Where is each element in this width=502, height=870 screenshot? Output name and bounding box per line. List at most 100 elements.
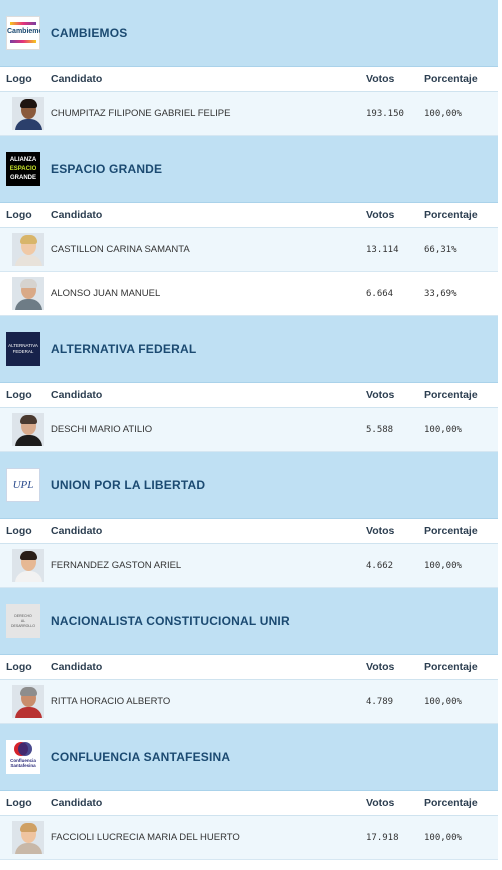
party-section: Cambiemos CAMBIEMOS Logo Candidato Votos Porc…	[0, 0, 498, 136]
candidate-photo-hair	[20, 415, 37, 424]
party-name: ALTERNATIVA FEDERAL	[51, 342, 197, 356]
column-header-logo: Logo	[6, 661, 32, 673]
party-name: CAMBIEMOS	[51, 26, 128, 40]
candidate-photo	[12, 233, 44, 266]
party-header: ALTERNATIVA FEDERAL ALTERNATIVA FEDERAL	[0, 316, 498, 383]
column-header-porcentaje: Porcentaje	[424, 209, 478, 221]
candidate-photo	[12, 413, 44, 446]
candidate-row: DESCHI MARIO ATILIO 5.588 100,00%	[0, 408, 498, 452]
column-header-porcentaje: Porcentaje	[424, 73, 478, 85]
candidate-name: CHUMPITAZ FILIPONE GABRIEL FELIPE	[51, 108, 231, 119]
column-header-candidato: Candidato	[51, 389, 103, 401]
candidate-votes: 4.789	[366, 696, 394, 707]
upl-logo-text: UPL	[12, 479, 34, 491]
column-header-votos: Votos	[366, 797, 395, 809]
candidate-photo	[12, 685, 44, 718]
candidate-votes: 13.114	[366, 244, 399, 255]
espacio-grande-logo-icon: ALIANZA ESPACIO GRANDE	[6, 152, 40, 186]
candidate-photo-body	[15, 843, 42, 854]
party-header: Confluencia Santafesina CONFLUENCIA SANTAF…	[0, 724, 498, 791]
column-headers: Logo Candidato Votos Porcentaje	[0, 791, 498, 816]
party-header: UPL UNION POR LA LIBERTAD	[0, 452, 498, 519]
candidate-name: RITTA HORACIO ALBERTO	[51, 696, 171, 707]
column-header-votos: Votos	[366, 389, 395, 401]
column-header-votos: Votos	[366, 525, 395, 537]
candidate-name: DESCHI MARIO ATILIO	[51, 424, 153, 435]
candidate-photo-cell	[0, 549, 44, 582]
party-header: ALIANZA ESPACIO GRANDE ESPACIO GRANDE	[0, 136, 498, 203]
party-section: ALTERNATIVA FEDERAL ALTERNATIVA FEDERAL Log…	[0, 316, 498, 452]
candidate-votes: 6.664	[366, 288, 394, 299]
candidate-photo-cell	[0, 277, 44, 310]
candidate-name: CASTILLON CARINA SAMANTA	[51, 244, 190, 255]
column-headers: Logo Candidato Votos Porcentaje	[0, 655, 498, 680]
candidate-photo-hair	[20, 551, 37, 560]
party-name: CONFLUENCIA SANTAFESINA	[51, 750, 231, 764]
party-name: UNION POR LA LIBERTAD	[51, 478, 206, 492]
candidate-percentage: 100,00%	[424, 560, 462, 571]
column-headers: Logo Candidato Votos Porcentaje	[0, 519, 498, 544]
candidate-percentage: 100,00%	[424, 424, 462, 435]
candidate-photo-hair	[20, 99, 37, 108]
candidate-name: FACCIOLI LUCRECIA MARIA DEL HUERTO	[51, 832, 240, 843]
party-section: DERECHO AL DESARROLLO NACIONALISTA CONSTITU…	[0, 588, 498, 724]
alternativa-federal-logo-icon: ALTERNATIVA FEDERAL	[6, 332, 40, 366]
candidate-photo-hair	[20, 823, 37, 832]
confluencia-mark: Confluencia Santafesina	[6, 740, 40, 774]
cambiemos-logo-icon: Cambiemos	[6, 16, 40, 50]
unir-logo-icon: DERECHO AL DESARROLLO	[6, 604, 40, 638]
candidate-photo-hair	[20, 279, 37, 288]
candidate-photo-cell	[0, 821, 44, 854]
espacio-grande-line: ALIANZA	[9, 156, 37, 163]
cambiemos-mark: Cambiemos	[6, 16, 40, 50]
column-header-logo: Logo	[6, 209, 32, 221]
candidate-photo-body	[15, 571, 42, 582]
unir-line: DERECHO	[14, 613, 32, 618]
party-section: Confluencia Santafesina CONFLUENCIA SANTAF…	[0, 724, 498, 860]
confluencia-symbol-icon	[14, 742, 32, 756]
candidate-percentage: 100,00%	[424, 108, 462, 119]
column-header-porcentaje: Porcentaje	[424, 661, 478, 673]
column-headers: Logo Candidato Votos Porcentaje	[0, 67, 498, 92]
alternativa-federal-lines: ALTERNATIVA FEDERAL	[8, 343, 38, 355]
espacio-grande-line: GRANDE	[9, 174, 36, 181]
alternativa-federal-line: ALTERNATIVA	[8, 343, 38, 348]
party-header: Cambiemos CAMBIEMOS	[0, 0, 498, 67]
candidate-photo-cell	[0, 97, 44, 130]
party-section: ALIANZA ESPACIO GRANDE ESPACIO GRANDE Logo Ca…	[0, 136, 498, 316]
column-header-votos: Votos	[366, 73, 395, 85]
upl-logo-icon: UPL	[6, 468, 40, 502]
column-header-logo: Logo	[6, 525, 32, 537]
candidate-photo-body	[15, 435, 42, 446]
espacio-grande-lines: ALIANZA ESPACIO GRANDE	[10, 156, 37, 183]
cambiemos-bottom-bar	[10, 40, 36, 43]
candidate-row: CHUMPITAZ FILIPONE GABRIEL FELIPE 193.150…	[0, 92, 498, 136]
column-header-porcentaje: Porcentaje	[424, 525, 478, 537]
column-header-candidato: Candidato	[51, 73, 103, 85]
column-header-candidato: Candidato	[51, 209, 103, 221]
candidate-votes: 17.918	[366, 832, 399, 843]
candidate-percentage: 100,00%	[424, 696, 462, 707]
candidate-votes: 5.588	[366, 424, 394, 435]
candidate-photo-body	[15, 119, 42, 130]
candidate-photo-body	[15, 707, 42, 718]
confluencia-logo-icon: Confluencia Santafesina	[6, 740, 40, 774]
cambiemos-top-bar	[10, 22, 36, 25]
candidate-photo-hair	[20, 235, 37, 244]
candidate-row: FERNANDEZ GASTON ARIEL 4.662 100,00%	[0, 544, 498, 588]
candidate-photo-body	[15, 255, 42, 266]
column-header-votos: Votos	[366, 661, 395, 673]
candidate-photo	[12, 549, 44, 582]
candidate-photo-cell	[0, 413, 44, 446]
column-header-porcentaje: Porcentaje	[424, 797, 478, 809]
cambiemos-logo-text: Cambiemos	[7, 28, 40, 35]
candidate-name: FERNANDEZ GASTON ARIEL	[51, 560, 182, 571]
unir-line: AL	[20, 618, 26, 623]
candidate-row: RITTA HORACIO ALBERTO 4.789 100,00%	[0, 680, 498, 724]
column-header-candidato: Candidato	[51, 797, 103, 809]
candidate-percentage: 66,31%	[424, 244, 457, 255]
candidate-row: ALONSO JUAN MANUEL 6.664 33,69%	[0, 272, 498, 316]
confluencia-line: Confluencia	[10, 758, 36, 763]
candidate-votes: 193.150	[366, 108, 404, 119]
